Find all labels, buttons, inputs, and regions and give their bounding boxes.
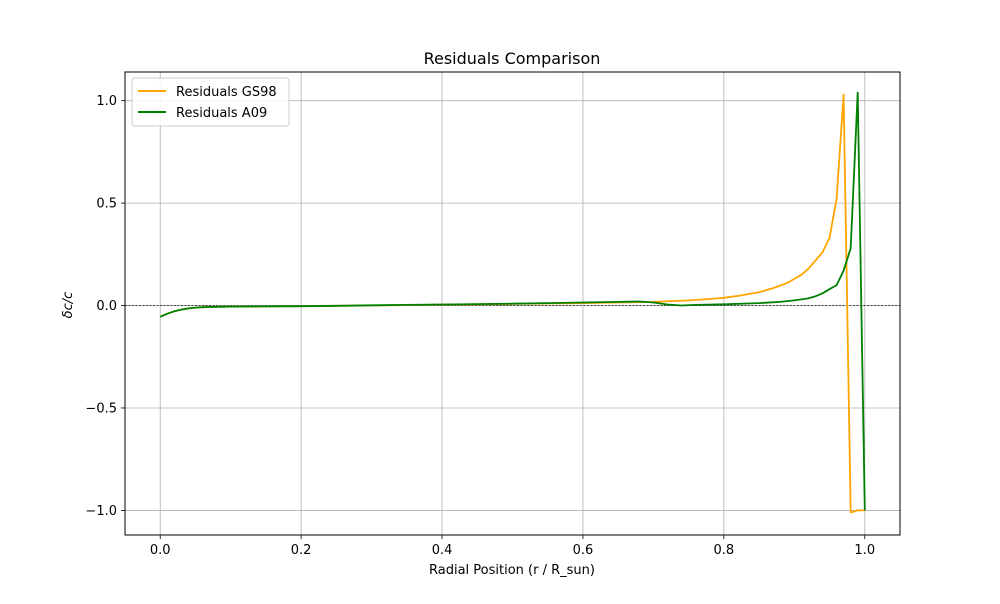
x-tick-label: 0.8	[714, 543, 735, 558]
plot-frame	[124, 71, 901, 536]
x-axis-label: Radial Position (r / R_sun)	[429, 563, 595, 578]
x-tick-label: 0.4	[432, 543, 453, 558]
series-layer	[159, 91, 866, 514]
y-axis-label: δc/c	[61, 292, 76, 319]
legend-label-gs98: Residuals GS98	[176, 85, 277, 100]
y-tick-label: −0.5	[85, 401, 117, 416]
y-tick-label: 0.0	[96, 299, 117, 314]
series-line-a09	[159, 91, 866, 511]
x-tick-label: 1.0	[854, 543, 875, 558]
x-tick-label: 0.0	[150, 543, 171, 558]
y-tick-label: −1.0	[85, 504, 117, 519]
y-tick-label: 0.5	[96, 197, 117, 212]
x-tick-label: 0.6	[573, 543, 594, 558]
legend: Residuals GS98 Residuals A09	[131, 77, 290, 127]
y-tick-label: 1.0	[96, 94, 117, 109]
x-tick-label: 0.2	[291, 543, 312, 558]
tick-layer: 0.0 0.2 0.4 0.6 0.8 1.0 −1.0 −0.5 0.0 0.5 1.0	[85, 94, 875, 558]
chart-title: Residuals Comparison	[424, 49, 601, 68]
legend-label-a09: Residuals A09	[176, 106, 267, 121]
legend-box	[131, 77, 290, 127]
